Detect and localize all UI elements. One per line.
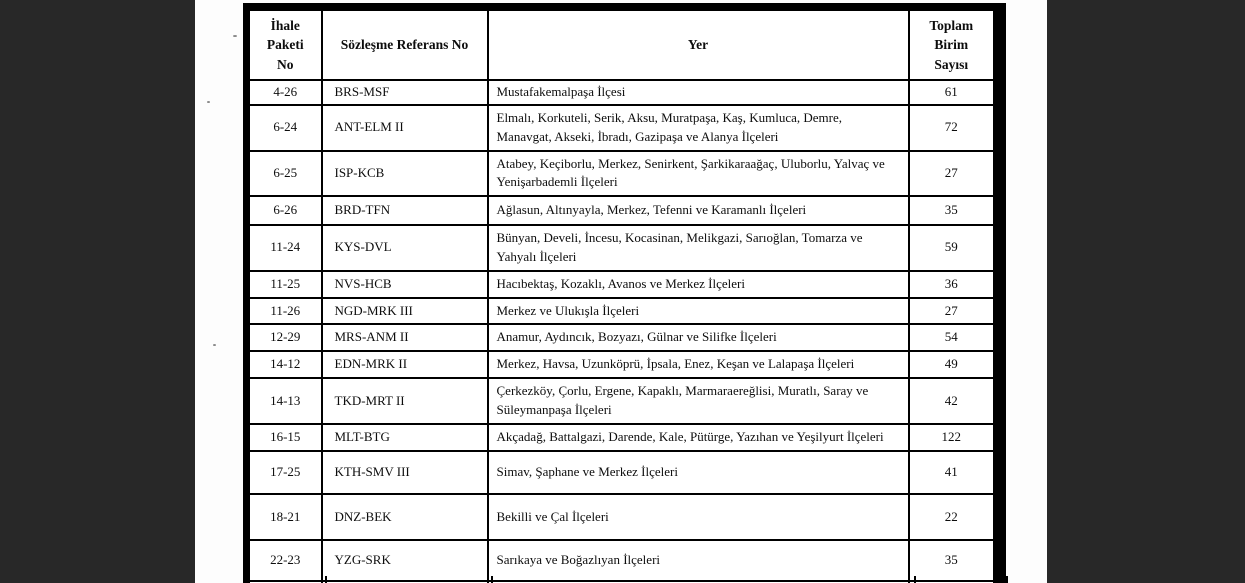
col-header-location: Yer — [486, 6, 910, 81]
package-no-cell: 11-25 — [245, 269, 323, 299]
location-cell: Boğazkale ve Sungurlu İlçeleri — [486, 580, 910, 583]
next-section-border-stub — [914, 576, 916, 583]
contract-ref-cell: MLT-BTG — [320, 422, 489, 452]
table-row: 4-26 BRS-MSF Mustafakemalpaşa İlçesi 61 — [245, 79, 1001, 106]
package-no-cell: 22-23 — [245, 539, 323, 583]
total-units-cell: 122 — [907, 422, 1001, 452]
contract-ref-cell: YZG-SRK — [320, 539, 489, 583]
table-row: 11-24 KYS-DVL Bünyan, Develi, İncesu, Koca… — [245, 224, 1001, 272]
scan-speck — [213, 344, 216, 346]
package-no-cell: 17-25 — [245, 449, 323, 495]
package-no-cell: 12-29 — [245, 323, 323, 353]
table-row: 14-12 EDN-MRK II Merkez, Havsa, Uzunköprü,… — [245, 350, 1001, 380]
package-no-cell: 11-26 — [245, 296, 323, 326]
location-cell: Anamur, Aydıncık, Bozyazı, Gülnar ve Sil… — [486, 323, 910, 353]
location-cell: Hacıbektaş, Kozaklı, Avanos ve Merkez İl… — [486, 269, 910, 299]
package-no-cell: 14-13 — [245, 377, 323, 425]
table-header: İhale Paketi No Sözleşme Referans No Yer… — [245, 6, 1001, 81]
contract-ref-cell: DNZ-BEK — [320, 492, 489, 542]
col-header-contract-ref: Sözleşme Referans No — [320, 6, 489, 81]
location-cell: Mustafakemalpaşa İlçesi — [486, 79, 910, 106]
scanned-page: İhale Paketi No Sözleşme Referans No Yer… — [195, 0, 1047, 583]
total-units-cell: 61 — [907, 79, 1001, 106]
header-row: İhale Paketi No Sözleşme Referans No Yer… — [245, 6, 1001, 81]
table-row: 12-29 MRS-ANM II Anamur, Aydıncık, Bozyazı… — [245, 323, 1001, 353]
scan-speck — [233, 35, 237, 37]
location-cell: Akçadağ, Battalgazi, Darende, Kale, Pütü… — [486, 422, 910, 452]
total-units-cell: 49 — [907, 350, 1001, 380]
contract-ref-cell: NVS-HCB — [320, 269, 489, 299]
location-cell: Merkez ve Ulukışla İlçeleri — [486, 296, 910, 326]
next-section-border-stub — [325, 576, 327, 583]
tender-packages-table: İhale Paketi No Sözleşme Referans No Yer… — [243, 3, 1006, 583]
location-cell: Ağlasun, Altınyayla, Merkez, Tefenni ve … — [486, 195, 910, 227]
table-row: 17-25 KTH-SMV III Simav, Şaphane ve Merkez… — [245, 449, 1001, 495]
table-row: 6-25 ISP-KCB Atabey, Keçiborlu, Merkez, Se… — [245, 149, 1001, 198]
next-section-border-stub — [491, 576, 493, 583]
location-cell: Atabey, Keçiborlu, Merkez, Senirkent, Şa… — [486, 149, 910, 198]
package-no-cell: 14-12 — [245, 350, 323, 380]
table-row: 11-25 NVS-HCB Hacıbektaş, Kozaklı, Avanos … — [245, 269, 1001, 299]
location-cell: Simav, Şaphane ve Merkez İlçeleri — [486, 449, 910, 495]
total-units-cell: 42 — [907, 377, 1001, 425]
package-no-cell: 4-26 — [245, 79, 323, 106]
total-units-cell: 35 — [907, 539, 1001, 583]
table-row: 22-23 YZG-SRK Sarıkaya ve Boğazlıyan İlçel… — [245, 539, 1001, 583]
package-no-cell: 6-25 — [245, 149, 323, 198]
next-section-border-stub — [995, 576, 1008, 583]
next-section-border-stub — [243, 576, 250, 583]
location-cell: Bekilli ve Çal İlçeleri — [486, 492, 910, 542]
contract-ref-cell: MRS-ANM II — [320, 323, 489, 353]
contract-ref-cell: ISP-KCB — [320, 149, 489, 198]
contract-ref-cell: NGD-MRK III — [320, 296, 489, 326]
contract-ref-cell: BRS-MSF — [320, 79, 489, 106]
table-body: 4-26 BRS-MSF Mustafakemalpaşa İlçesi 61 6-24… — [245, 79, 1001, 583]
table-row: 11-26 NGD-MRK III Merkez ve Ulukışla İlçel… — [245, 296, 1001, 326]
contract-ref-cell: EDN-MRK II — [320, 350, 489, 380]
total-units-cell: 54 — [907, 323, 1001, 353]
total-units-cell: 59 — [907, 224, 1001, 272]
package-no-cell: 6-24 — [245, 103, 323, 152]
total-units-cell: 41 — [907, 449, 1001, 495]
table-row: 6-24 ANT-ELM II Elmalı, Korkuteli, Serik, … — [245, 103, 1001, 152]
col-header-total-units: Toplam Birim Sayısı — [907, 6, 1001, 81]
location-cell: Bünyan, Develi, İncesu, Kocasinan, Melik… — [486, 224, 910, 272]
package-no-cell: 11-24 — [245, 224, 323, 272]
contract-ref-cell: BRD-TFN — [320, 195, 489, 227]
total-units-cell: 72 — [907, 103, 1001, 152]
location-cell: Elmalı, Korkuteli, Serik, Aksu, Muratpaş… — [486, 103, 910, 152]
total-units-cell: 22 — [907, 492, 1001, 542]
location-cell: Sarıkaya ve Boğazlıyan İlçeleri — [486, 539, 910, 583]
package-no-cell: 18-21 — [245, 492, 323, 542]
total-units-cell: 36 — [907, 269, 1001, 299]
table-row: 14-13 TKD-MRT II Çerkezköy, Çorlu, Ergene,… — [245, 377, 1001, 425]
total-units-cell: 35 — [907, 195, 1001, 227]
scan-speck — [207, 101, 210, 103]
table-row: 6-26 BRD-TFN Ağlasun, Altınyayla, Merkez, … — [245, 195, 1001, 227]
contract-ref-cell: KYS-DVL — [320, 224, 489, 272]
package-no-cell: 16-15 — [245, 422, 323, 452]
contract-ref-cell: KTH-SMV III — [320, 449, 489, 495]
location-cell: Merkez, Havsa, Uzunköprü, İpsala, Enez, … — [486, 350, 910, 380]
contract-ref-cell: CRM-SNG — [320, 580, 489, 583]
table-row: 18-21 DNZ-BEK Bekilli ve Çal İlçeleri 22 — [245, 492, 1001, 542]
contract-ref-cell: TKD-MRT II — [320, 377, 489, 425]
col-header-package-no: İhale Paketi No — [245, 6, 323, 81]
total-units-cell: 27 — [907, 149, 1001, 198]
location-cell: Çerkezköy, Çorlu, Ergene, Kapaklı, Marma… — [486, 377, 910, 425]
table-row: 16-15 MLT-BTG Akçadağ, Battalgazi, Darende… — [245, 422, 1001, 452]
total-units-cell: 27 — [907, 296, 1001, 326]
package-no-cell: 6-26 — [245, 195, 323, 227]
contract-ref-cell: ANT-ELM II — [320, 103, 489, 152]
